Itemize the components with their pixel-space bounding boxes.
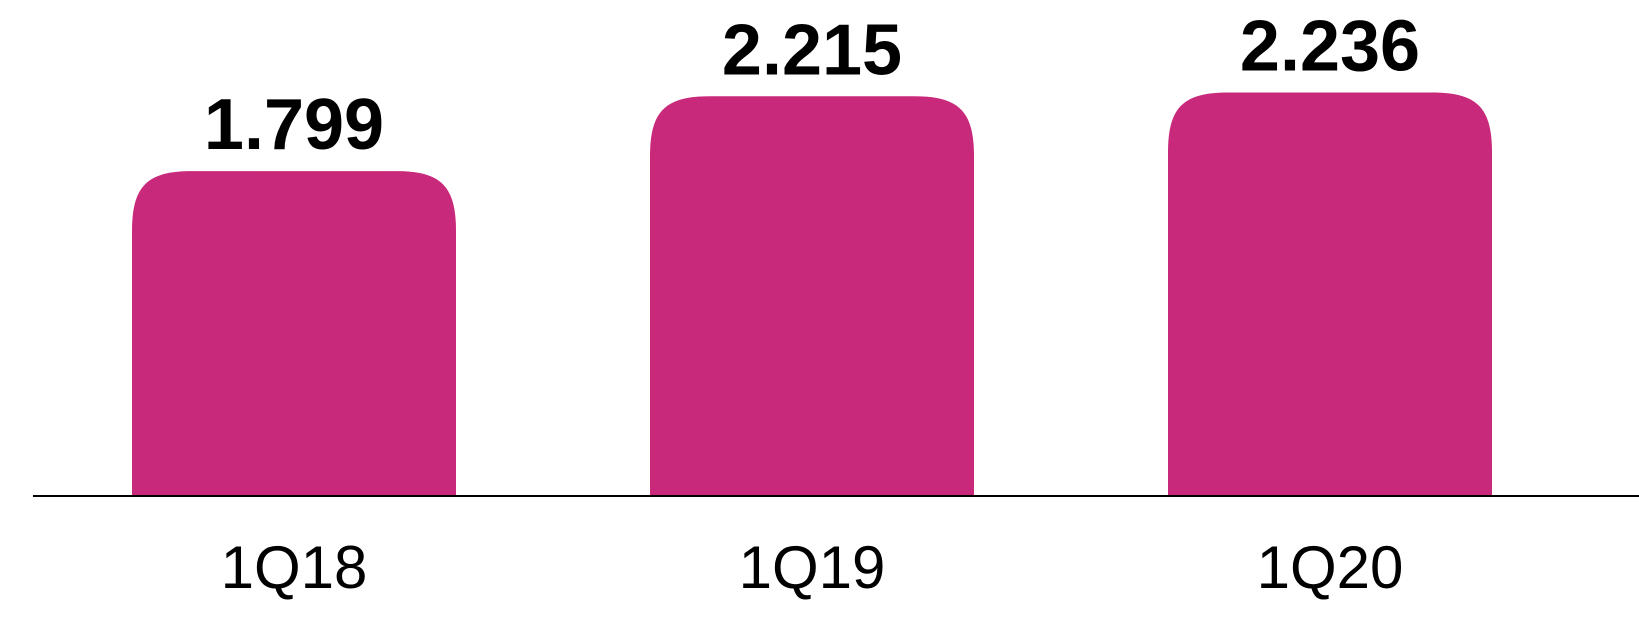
bar — [650, 96, 974, 496]
bar — [132, 171, 456, 495]
x-tick-label: 1Q18 — [221, 534, 368, 601]
x-tick-label: 1Q20 — [1257, 534, 1404, 601]
value-label: 2.236 — [1240, 7, 1420, 87]
value-label: 2.215 — [722, 10, 902, 90]
value-label: 1.799 — [204, 85, 384, 165]
bar — [1168, 92, 1492, 496]
x-tick-label: 1Q19 — [739, 534, 886, 601]
